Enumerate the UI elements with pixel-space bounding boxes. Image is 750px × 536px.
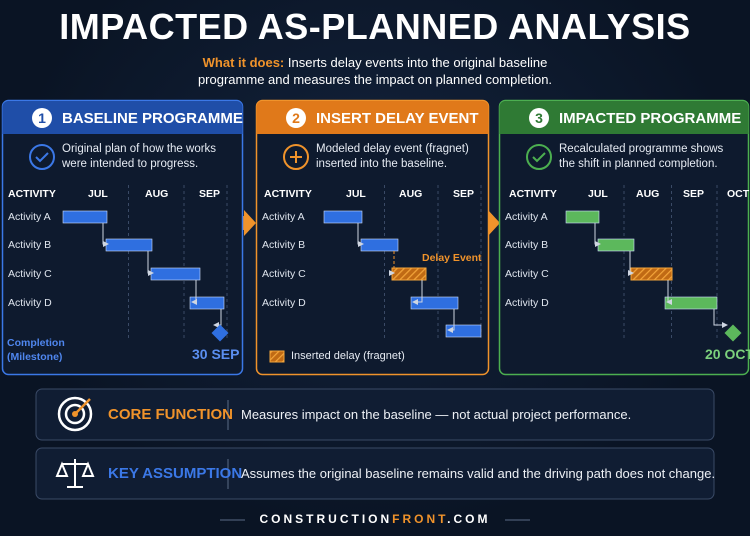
desc-icon xyxy=(283,144,309,170)
panel-description: Recalculated programme shows the shift i… xyxy=(559,143,724,170)
panel-title: BASELINE PROGRAMME xyxy=(62,110,243,127)
month-label: SEP xyxy=(453,188,475,200)
desc-icon xyxy=(29,144,55,170)
panel xyxy=(1,99,244,376)
link xyxy=(713,309,728,328)
activity-label: Activity B xyxy=(8,239,52,251)
check xyxy=(532,152,546,163)
panel-header xyxy=(256,101,489,134)
month-label: SEP xyxy=(683,188,705,200)
panel-title: IMPACTED PROGRAMME xyxy=(559,110,742,127)
check xyxy=(35,152,49,163)
gantt-bar xyxy=(62,210,108,224)
note-text: Assumes the original baseline remains va… xyxy=(241,466,716,481)
brand: FRONT xyxy=(392,512,448,526)
link xyxy=(147,251,154,276)
delay-bar xyxy=(630,267,673,281)
activity-label: Activity A xyxy=(8,211,51,223)
column-header: ACTIVITY xyxy=(264,188,312,200)
brand: .COM xyxy=(447,512,491,526)
link xyxy=(447,309,455,333)
note-box xyxy=(35,447,715,500)
step-number: 3 xyxy=(535,110,543,126)
month-label: JUL xyxy=(88,188,108,200)
gantt-bar xyxy=(360,238,399,252)
activity-label: Activity D xyxy=(505,297,549,309)
step-badge xyxy=(286,108,306,128)
gantt-bar xyxy=(323,210,363,224)
gantt-bar xyxy=(565,210,600,224)
delay-label: Delay Event xyxy=(422,252,482,264)
milestone-date: 20 OCT xyxy=(705,346,750,362)
desc-icon xyxy=(526,144,552,170)
activity-label: Activity B xyxy=(505,239,549,251)
link xyxy=(594,223,601,247)
activity-label: Activity D xyxy=(8,297,52,309)
month-label: AUG xyxy=(636,188,660,200)
step-number: 1 xyxy=(38,110,46,126)
link xyxy=(666,280,672,305)
link xyxy=(102,223,109,247)
milestone xyxy=(724,324,742,342)
target-icon xyxy=(57,396,93,432)
month-label: AUG xyxy=(145,188,169,200)
gantt-bar xyxy=(410,296,459,310)
link xyxy=(213,309,222,328)
brand: CONSTRUCTION xyxy=(259,512,393,526)
note-label: CORE FUNCTION xyxy=(108,406,233,423)
activity-label: Activity B xyxy=(262,239,306,251)
column-header: ACTIVITY xyxy=(509,188,557,200)
panel-description: Original plan of how the works were inte… xyxy=(62,143,217,170)
milestone-date: 30 SEP xyxy=(192,346,240,362)
subtitle-text: Inserts delay events into the original b… xyxy=(197,55,553,87)
note-box xyxy=(35,388,715,441)
link xyxy=(191,280,197,305)
month-label: SEP xyxy=(199,188,221,200)
panel-title: INSERT DELAY EVENT xyxy=(316,110,479,127)
month-label: JUL xyxy=(588,188,608,200)
title: IMPACTED AS-PLANNED ANALYSIS xyxy=(59,6,691,47)
step-badge xyxy=(529,108,549,128)
plus xyxy=(290,151,302,163)
note-label: KEY ASSUMPTION xyxy=(108,465,243,482)
activity-label: Activity C xyxy=(262,268,306,280)
link xyxy=(412,280,423,305)
activity-label: Activity C xyxy=(505,268,549,280)
panel-header xyxy=(499,101,749,134)
column-header: ACTIVITY xyxy=(8,188,56,200)
activity-label: Activity C xyxy=(8,268,52,280)
gantt-bar xyxy=(189,296,225,310)
legend-swatch xyxy=(269,350,285,363)
gantt-bar xyxy=(105,238,153,252)
activity-label: Activity A xyxy=(262,211,305,223)
gantt-bar xyxy=(664,296,718,310)
subtitle: What it does: Inserts delay events into … xyxy=(175,54,575,88)
milestone-label: Completion (Milestone) xyxy=(7,337,65,363)
activity-label: Activity A xyxy=(505,211,548,223)
note-text: Measures impact on the baseline — not ac… xyxy=(241,407,632,422)
link xyxy=(628,251,634,276)
delay-bar xyxy=(391,267,427,281)
panel-header xyxy=(2,101,243,134)
gantt-bar xyxy=(445,324,482,338)
step-number: 2 xyxy=(292,110,300,126)
scales-icon xyxy=(55,459,95,488)
month-label: JUL xyxy=(346,188,366,200)
step-badge xyxy=(32,108,52,128)
legend-text: Inserted delay (fragnet) xyxy=(291,350,405,362)
milestone xyxy=(211,324,229,342)
gantt-bar xyxy=(597,238,635,252)
link xyxy=(357,223,364,247)
panel-description: Modeled delay event (fragnet) inserted i… xyxy=(316,143,469,170)
subtitle-label: What it does: xyxy=(202,55,285,70)
gantt-bar xyxy=(150,267,201,281)
footer: CONSTRUCTIONFRONT.COM xyxy=(0,512,750,526)
activity-label: Activity D xyxy=(262,297,306,309)
month-label: OCT xyxy=(727,188,750,200)
month-label: AUG xyxy=(399,188,423,200)
